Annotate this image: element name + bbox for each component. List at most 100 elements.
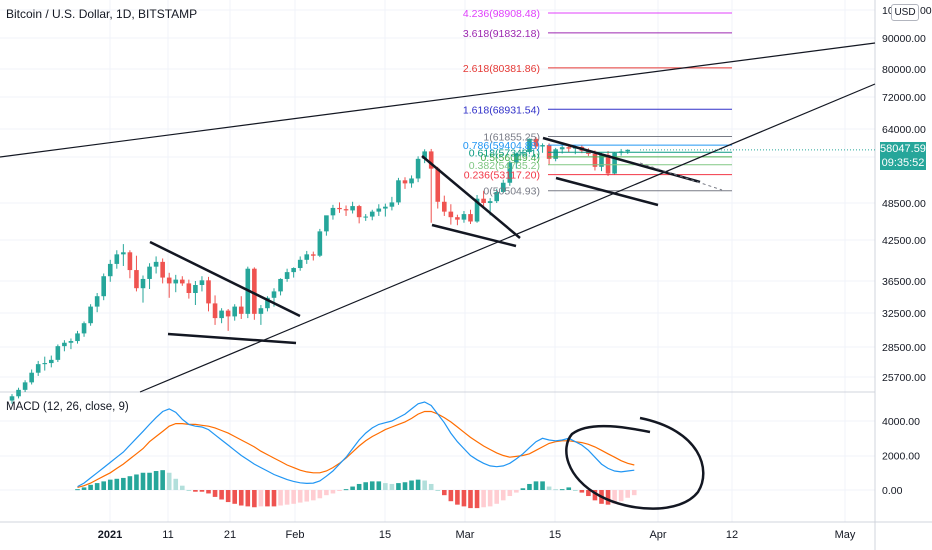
macd-histogram-bar bbox=[258, 490, 264, 507]
candle-body bbox=[265, 297, 270, 309]
candle bbox=[206, 276, 211, 312]
macd-histogram-bar bbox=[180, 485, 185, 490]
price-tick-label: 32500.00 bbox=[882, 308, 926, 320]
macd-line bbox=[77, 401, 635, 488]
candle bbox=[311, 251, 316, 261]
macd-histogram-bar bbox=[311, 490, 316, 501]
macd-histogram bbox=[75, 470, 637, 509]
candle-body bbox=[468, 214, 473, 222]
macd-histogram-bar bbox=[383, 483, 388, 490]
macd-histogram-bar bbox=[206, 490, 211, 494]
fib-level-label: 0(50504.93) bbox=[483, 186, 540, 198]
candle bbox=[396, 177, 401, 205]
macd-histogram-bar bbox=[350, 486, 355, 490]
candle bbox=[212, 295, 218, 325]
candle bbox=[219, 308, 224, 324]
macd-histogram-bar bbox=[94, 483, 100, 490]
time-tick-label: 21 bbox=[224, 529, 236, 541]
macd-histogram-bar bbox=[238, 490, 244, 506]
time-tick-label: 2021 bbox=[98, 529, 122, 541]
macd-histogram-bar bbox=[396, 483, 401, 490]
macd-histogram-bar bbox=[448, 490, 454, 502]
candle bbox=[238, 296, 244, 319]
candle bbox=[520, 149, 526, 156]
candle bbox=[317, 228, 323, 258]
last-price-label: 58047.59 09:35:52 bbox=[880, 141, 926, 170]
candle-body bbox=[592, 153, 598, 167]
candle-body bbox=[376, 208, 382, 212]
candle-body bbox=[343, 209, 349, 211]
candle-body bbox=[212, 303, 218, 319]
candle-body bbox=[186, 283, 192, 293]
candle-body bbox=[435, 168, 441, 202]
currency-button[interactable]: USD bbox=[891, 4, 919, 21]
candle-body bbox=[363, 216, 368, 218]
macd-histogram-bar bbox=[304, 490, 310, 502]
candle-body bbox=[55, 346, 61, 360]
candle bbox=[75, 330, 80, 344]
candle bbox=[22, 380, 28, 392]
candle-body bbox=[49, 359, 54, 364]
candle bbox=[500, 179, 506, 194]
macd-histogram-bar bbox=[173, 478, 179, 490]
macd-histogram-bar bbox=[487, 490, 493, 507]
candle-body bbox=[494, 191, 499, 202]
candle-body bbox=[225, 310, 231, 317]
candle bbox=[232, 304, 237, 321]
time-tick-label: Apr bbox=[649, 529, 666, 541]
time-tick-label: 15 bbox=[549, 529, 561, 541]
fib-level-label: 1.618(68931.54) bbox=[463, 104, 540, 116]
candle-body bbox=[173, 279, 179, 284]
fib-retracement: 0(50504.93) 0.236(53117.20)0.382(54735.2)… bbox=[463, 8, 732, 198]
candle bbox=[330, 204, 336, 220]
candle-body bbox=[533, 138, 539, 147]
macd-tick-label: 0.00 bbox=[882, 485, 903, 497]
macd-histogram-bar bbox=[252, 490, 257, 508]
candle bbox=[88, 304, 93, 326]
candle-body bbox=[68, 341, 74, 343]
macd-indicator-title[interactable]: MACD (12, 26, close, 9) bbox=[6, 401, 129, 413]
candle bbox=[278, 278, 283, 296]
macd-histogram-bar bbox=[494, 490, 499, 504]
candle bbox=[546, 143, 552, 165]
price-tick-label: 25700.00 bbox=[882, 372, 926, 384]
candle-body bbox=[448, 211, 454, 218]
macd-signal-line bbox=[77, 410, 635, 488]
macd-histogram-bar bbox=[297, 490, 303, 503]
macd-histogram-bar bbox=[579, 490, 585, 493]
macd-histogram-bar bbox=[474, 490, 480, 509]
candle bbox=[350, 201, 355, 214]
candle-body bbox=[88, 306, 93, 324]
candle-body bbox=[121, 252, 126, 255]
macd-histogram-bar bbox=[160, 470, 165, 490]
candle-body bbox=[258, 308, 264, 314]
macd-histogram-bar bbox=[330, 490, 336, 494]
macd-histogram-bar bbox=[586, 490, 591, 497]
fib-level-label: 1(61855.25) bbox=[483, 132, 540, 144]
macd-histogram-bar bbox=[134, 474, 139, 490]
candle bbox=[166, 272, 172, 298]
candle-body bbox=[42, 363, 48, 365]
candle bbox=[442, 195, 447, 216]
candle-body bbox=[75, 333, 80, 342]
candle bbox=[81, 321, 87, 337]
candle bbox=[324, 215, 329, 236]
wedge-line bbox=[149, 240, 301, 318]
candle-body bbox=[625, 149, 630, 152]
candle bbox=[356, 204, 362, 224]
macd-histogram-bar bbox=[337, 490, 342, 491]
candle-body bbox=[481, 198, 486, 203]
candle bbox=[297, 256, 303, 271]
candle bbox=[42, 356, 48, 371]
candle-body bbox=[402, 180, 408, 184]
candle bbox=[402, 177, 408, 189]
time-tick-label: 12 bbox=[726, 529, 738, 541]
macd-histogram-bar bbox=[631, 490, 637, 496]
macd-histogram-bar bbox=[455, 490, 460, 505]
candle-body bbox=[311, 254, 316, 256]
candle bbox=[422, 149, 427, 164]
candle-body bbox=[206, 280, 211, 304]
candle-body bbox=[166, 277, 172, 284]
fib-level-label: 0.236(53117.20) bbox=[464, 170, 540, 182]
